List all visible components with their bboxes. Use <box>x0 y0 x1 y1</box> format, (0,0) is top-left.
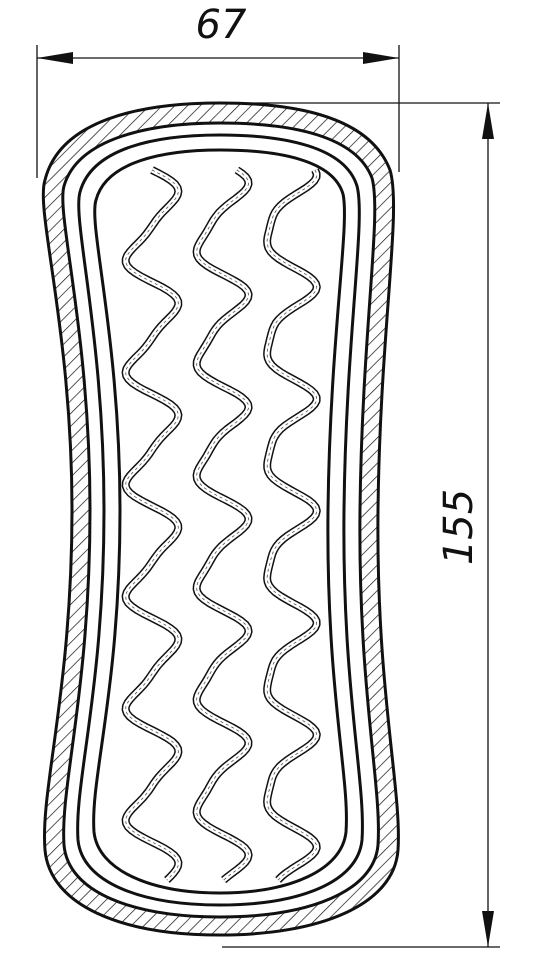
core-outline <box>92 148 348 895</box>
height-arrow-top <box>482 103 494 139</box>
wave-channels <box>121 166 321 884</box>
height-dimension: 155 <box>222 102 500 948</box>
wave-channel-centerline <box>266 169 318 881</box>
width-arrow-right <box>363 52 399 64</box>
wave-channel-centerline <box>125 169 179 881</box>
outer-outline <box>41 101 400 937</box>
width-dimension: 67 <box>36 2 400 178</box>
wall-inner-outline <box>61 121 380 919</box>
middle-outline <box>76 133 364 907</box>
wave-channel-outline <box>121 166 183 883</box>
wave-channel-centerline <box>196 169 250 881</box>
height-arrow-bottom <box>482 911 494 947</box>
width-arrow-left <box>37 52 73 64</box>
height-dimension-label: 155 <box>436 489 482 565</box>
width-dimension-label: 67 <box>196 2 247 48</box>
